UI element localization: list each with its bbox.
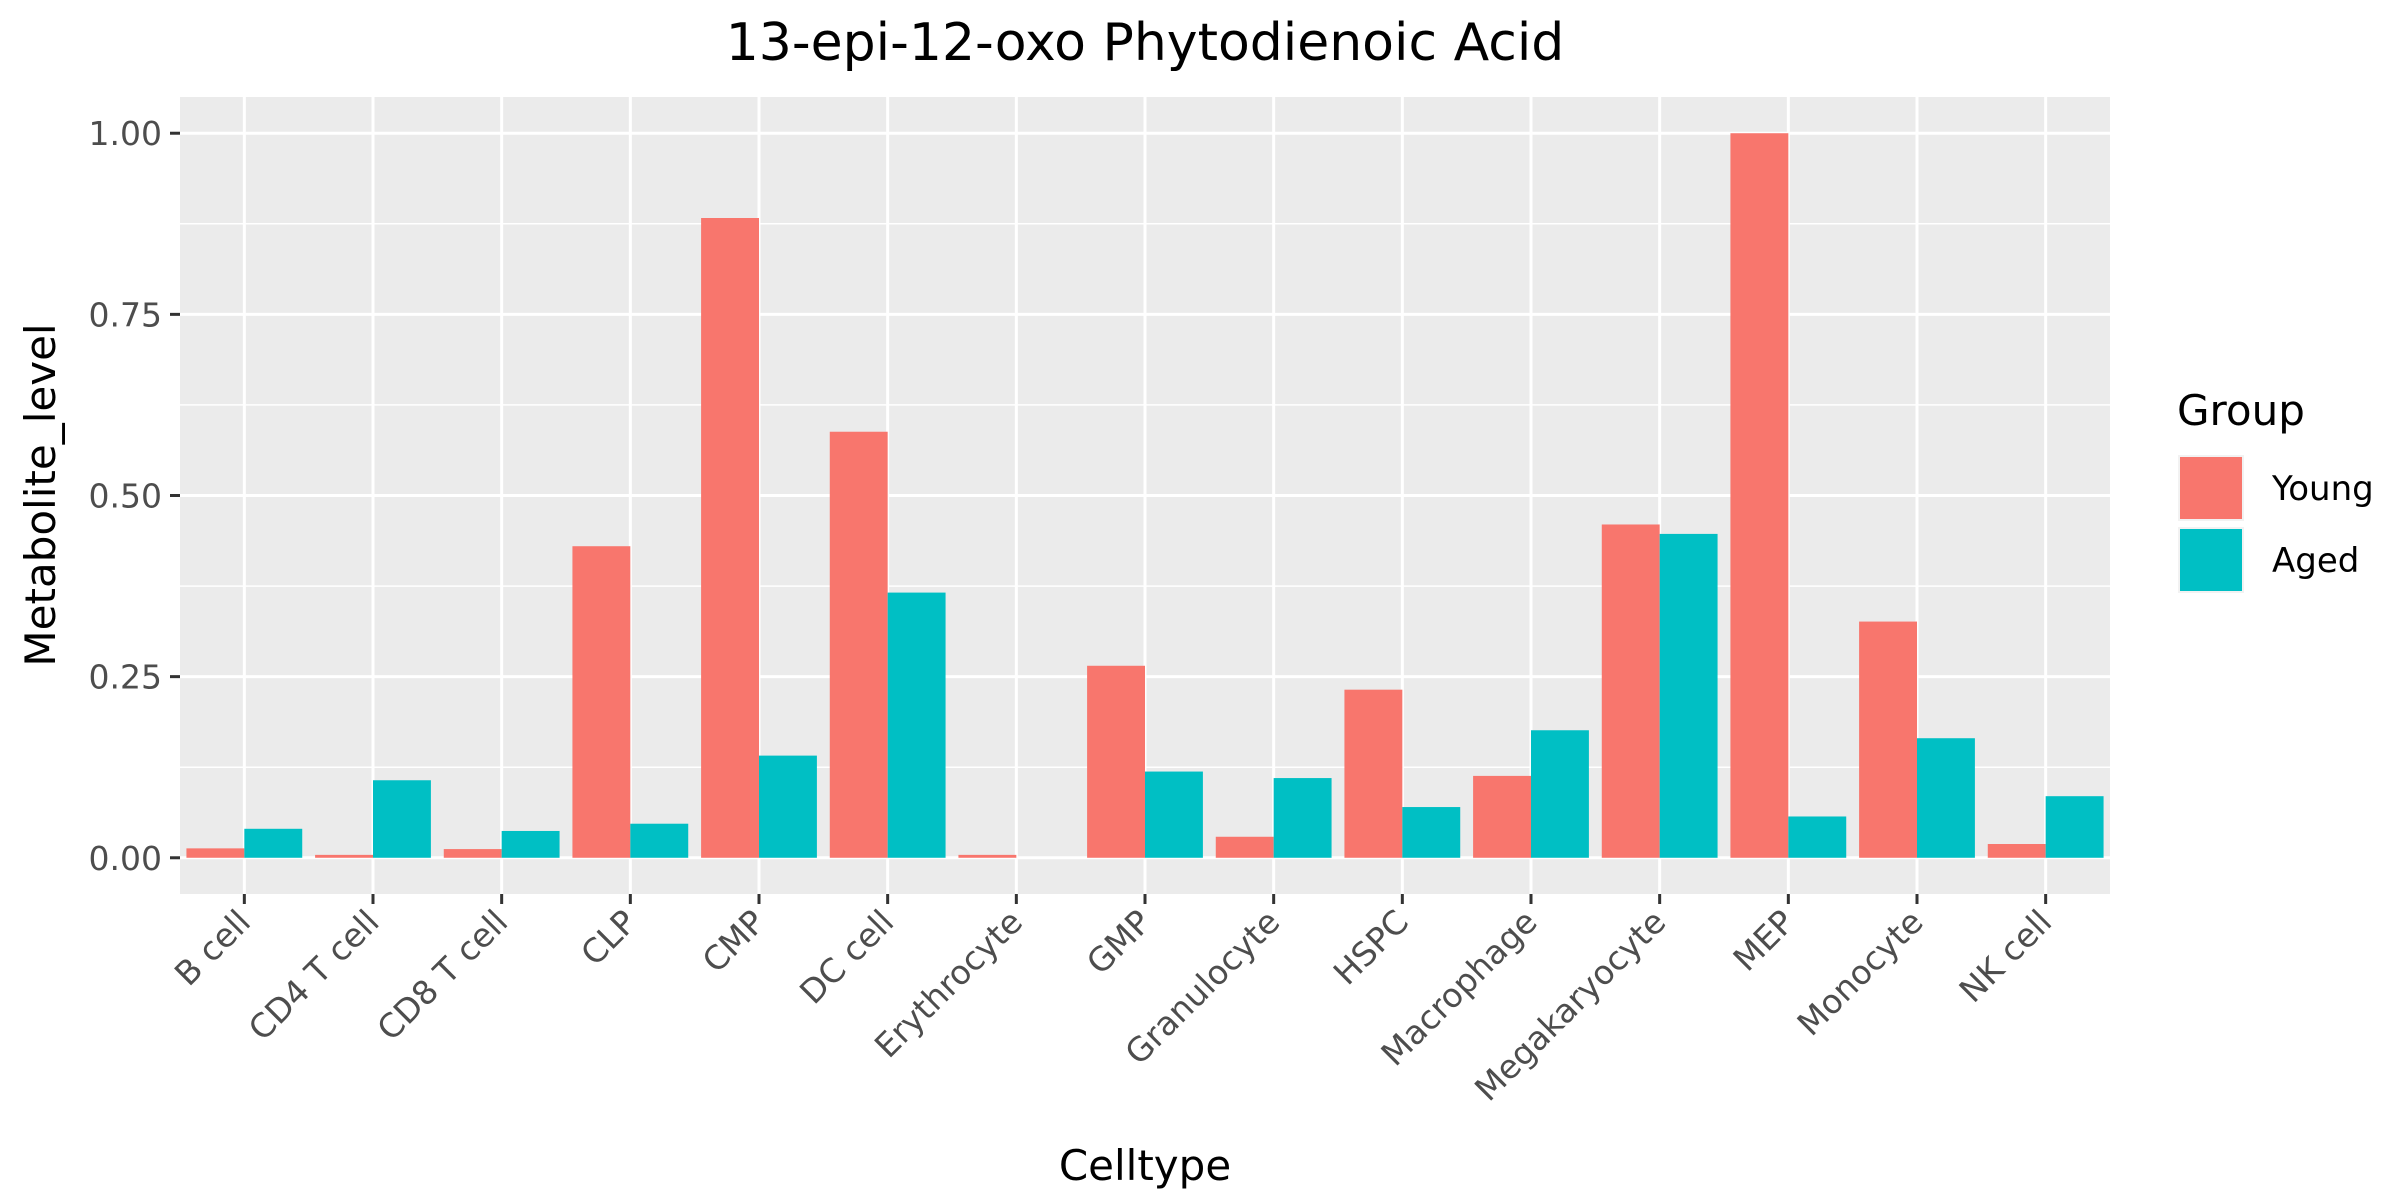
bar-aged-clp <box>630 823 689 858</box>
bar-aged-hspc <box>1402 807 1461 858</box>
bar-young-hspc <box>1344 689 1403 858</box>
bar-young-monocyte <box>1859 621 1917 858</box>
bar-aged-cmp <box>759 755 817 858</box>
y-tick-label: 0.00 <box>89 839 162 878</box>
bar-young-granulocyte <box>1215 836 1274 858</box>
bar-young-dc-cell <box>829 431 888 858</box>
bar-young-macrophage <box>1473 775 1531 858</box>
y-tick-label: 0.50 <box>89 477 162 516</box>
bar-aged-megakaryocyte <box>1659 533 1718 858</box>
bar-aged-cd4-t-cell <box>373 780 431 858</box>
legend: Group Young Aged <box>2177 386 2374 593</box>
legend-title: Group <box>2177 386 2305 435</box>
bar-aged-macrophage <box>1531 730 1589 858</box>
bars <box>186 133 2104 858</box>
bar-aged-cd8-t-cell <box>501 830 560 858</box>
y-tick-label: 1.00 <box>89 114 162 153</box>
bar-aged-granulocyte <box>1273 778 1332 858</box>
bar-young-cd8-t-cell <box>443 849 502 858</box>
bar-aged-nk-cell <box>2045 796 2104 858</box>
bar-young-cmp <box>701 217 759 858</box>
legend-swatch-young <box>2180 457 2242 519</box>
bar-young-clp <box>572 546 631 858</box>
bar-aged-mep <box>1788 816 1847 858</box>
bar-aged-dc-cell <box>887 592 946 858</box>
y-axis: 0.00 0.25 0.50 0.75 1.00 <box>89 114 180 878</box>
bar-young-cd4-t-cell <box>315 854 373 858</box>
bar-young-nk-cell <box>1987 844 2046 858</box>
bar-young-b-cell <box>186 848 245 858</box>
y-axis-title: Metabolite_level <box>16 323 65 666</box>
y-tick-label: 0.25 <box>89 658 162 697</box>
bar-young-erythrocyte <box>958 854 1017 858</box>
legend-label-aged: Aged <box>2272 541 2359 581</box>
bar-young-gmp <box>1087 665 1145 858</box>
bar-aged-monocyte <box>1917 738 1975 858</box>
bar-aged-b-cell <box>244 828 303 858</box>
legend-label-young: Young <box>2271 469 2374 509</box>
chart-title: 13-epi-12-oxo Phytodienoic Acid <box>726 13 1565 73</box>
bar-aged-gmp <box>1145 771 1203 858</box>
legend-swatch-aged <box>2180 529 2242 591</box>
y-tick-label: 0.75 <box>89 295 162 334</box>
x-axis-title: Celltype <box>1059 1141 1231 1190</box>
bar-young-mep <box>1730 133 1789 858</box>
bar-young-megakaryocyte <box>1601 524 1660 858</box>
